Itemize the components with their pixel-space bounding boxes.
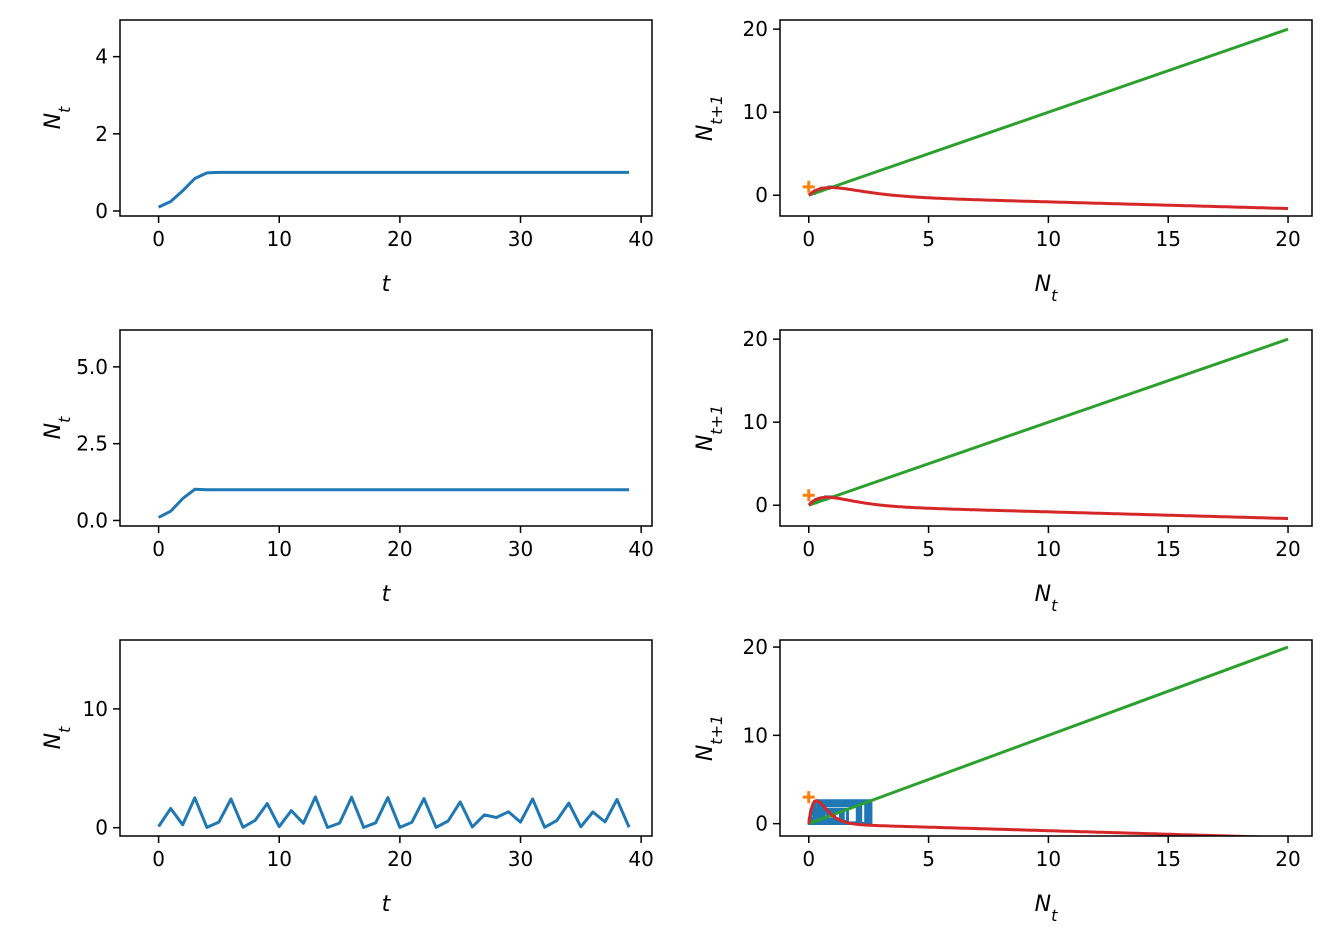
plot-area: [802, 337, 1289, 520]
x-tick-label: 10: [1036, 537, 1061, 561]
x-tick-label: 10: [267, 227, 292, 251]
map-curve: [807, 186, 1288, 210]
panel-cob3: 0 5 10 15 20 0 10 20 Nt Nt+1: [693, 635, 1313, 925]
x-tick-label: 0: [802, 227, 815, 251]
x-tick-label: 20: [1275, 537, 1300, 561]
panel-ts2: 0 10 20 30 40 0.0 2.5 5.0 t Nt: [41, 329, 654, 607]
x-tick-label: 5: [922, 227, 935, 251]
x-tick-label: 40: [628, 537, 653, 561]
x-tick-label: 0: [152, 847, 165, 871]
x-tick-label: 0: [802, 537, 815, 561]
y-tick-label: 2: [95, 122, 108, 146]
x-axis-label: t: [382, 892, 392, 917]
map-curve: [807, 495, 1288, 520]
plot-area: [157, 795, 631, 829]
panel-cob2: 0 5 10 15 20 0 10 20 Nt Nt+1: [693, 327, 1313, 615]
series-line: [157, 487, 630, 519]
axes-frame: [779, 639, 1313, 837]
y-axis-label: Nt+1: [693, 715, 726, 761]
y-tick-label: 10: [743, 100, 768, 124]
x-tick-label: 10: [267, 847, 292, 871]
y-tick-label: 10: [83, 697, 108, 721]
y-tick-label: 20: [743, 635, 768, 659]
panel-cob1: 0 5 10 15 20 0 10 20 Nt Nt+1: [693, 17, 1313, 305]
identity-line: [808, 645, 1289, 826]
x-tick-label: 20: [1275, 227, 1300, 251]
y-tick-label: 0: [755, 812, 768, 836]
plot-area: [802, 645, 1289, 836]
panel-ts3: 0 10 20 30 40 0 10 t Nt: [41, 639, 654, 917]
x-tick-label: 20: [1275, 847, 1300, 871]
x-axis-label: Nt: [1035, 582, 1058, 615]
y-tick-label: 4: [95, 45, 108, 69]
x-tick-label: 30: [508, 227, 533, 251]
y-tick-label: 0: [755, 493, 768, 517]
y-axis-label: Nt: [41, 726, 74, 749]
x-tick-label: 15: [1155, 537, 1180, 561]
y-axis-label: Nt+1: [693, 95, 726, 141]
x-tick-label: 5: [922, 537, 935, 561]
x-axis-label: Nt: [1035, 892, 1058, 925]
axes-frame: [119, 19, 653, 217]
series-line: [157, 795, 631, 829]
axes-frame: [119, 639, 653, 837]
map-curve: [807, 799, 1280, 836]
axes-frame: [779, 19, 1313, 217]
x-tick-label: 0: [152, 227, 165, 251]
x-tick-label: 5: [922, 847, 935, 871]
x-tick-label: 20: [387, 847, 412, 871]
axes-frame: [779, 329, 1313, 527]
x-tick-label: 10: [267, 537, 292, 561]
y-axis-label: Nt: [41, 416, 74, 439]
y-axis-label: Nt: [41, 106, 74, 129]
y-tick-label: 0: [95, 816, 108, 840]
x-tick-label: 20: [387, 537, 412, 561]
y-tick-label: 2.5: [76, 432, 108, 456]
x-tick-label: 30: [508, 537, 533, 561]
x-tick-label: 40: [628, 847, 653, 871]
panel-ts1: 0 10 20 30 40 0 2 4 t Nt: [41, 19, 654, 297]
x-tick-label: 0: [152, 537, 165, 561]
x-tick-label: 40: [628, 227, 653, 251]
x-tick-label: 15: [1155, 227, 1180, 251]
start-marker: [802, 791, 815, 804]
x-tick-label: 10: [1036, 227, 1061, 251]
x-tick-label: 10: [1036, 847, 1061, 871]
plot-area: [157, 487, 630, 519]
x-tick-label: 0: [802, 847, 815, 871]
x-axis-label: t: [382, 582, 392, 607]
plot-area: [802, 27, 1289, 210]
start-marker: [802, 489, 815, 502]
y-tick-label: 10: [743, 723, 768, 747]
x-tick-label: 30: [508, 847, 533, 871]
axes-frame: [119, 329, 653, 527]
identity-line: [808, 27, 1289, 197]
series-line: [157, 170, 630, 209]
x-tick-label: 15: [1155, 847, 1180, 871]
y-tick-label: 20: [743, 327, 768, 351]
y-tick-label: 0.0: [76, 508, 108, 532]
plot-area: [157, 170, 630, 209]
identity-line: [808, 337, 1289, 507]
x-axis-label: t: [382, 272, 392, 297]
start-marker: [802, 180, 815, 193]
y-tick-label: 0: [755, 183, 768, 207]
x-tick-label: 20: [387, 227, 412, 251]
x-axis-label: Nt: [1035, 272, 1058, 305]
y-tick-label: 5.0: [76, 355, 108, 379]
y-axis-label: Nt+1: [693, 405, 726, 451]
y-tick-label: 20: [743, 17, 768, 41]
y-tick-label: 10: [743, 410, 768, 434]
y-tick-label: 0: [95, 199, 108, 223]
